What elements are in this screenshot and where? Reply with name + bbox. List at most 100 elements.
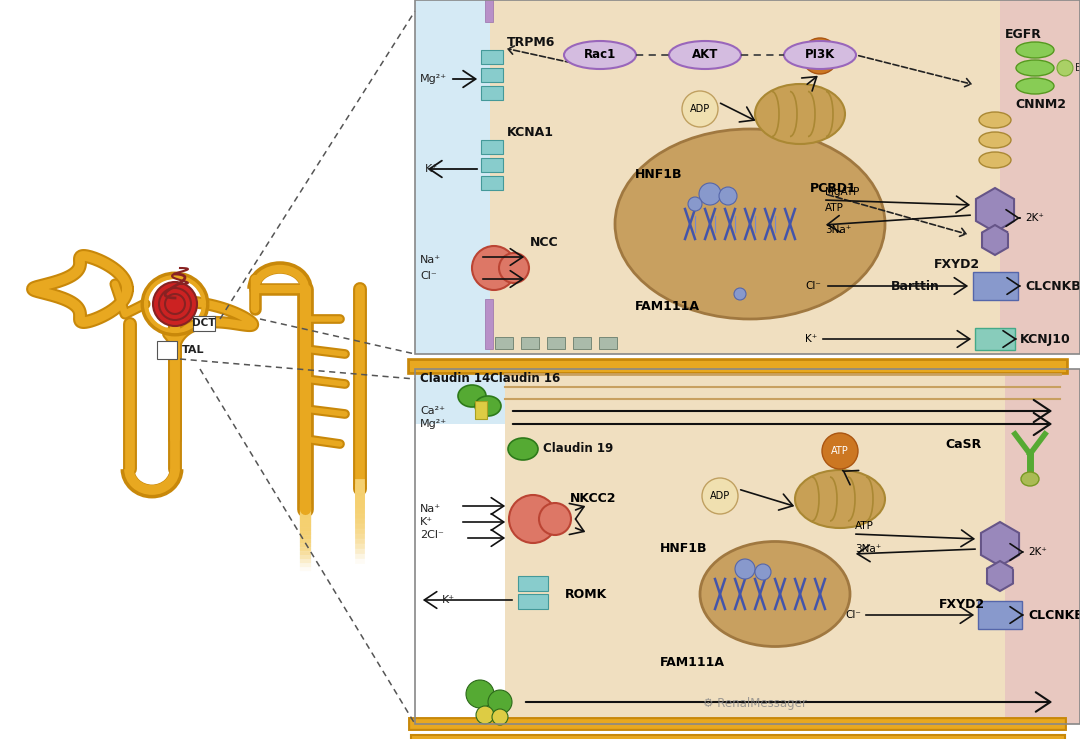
- Bar: [1005, 369, 1080, 724]
- Circle shape: [802, 38, 838, 74]
- Bar: [973, 272, 1018, 300]
- Ellipse shape: [475, 396, 501, 416]
- Ellipse shape: [1016, 42, 1054, 58]
- Bar: [415, 0, 1080, 354]
- Circle shape: [735, 559, 755, 579]
- Polygon shape: [987, 561, 1013, 591]
- Polygon shape: [982, 225, 1008, 255]
- Text: ADP: ADP: [710, 491, 730, 501]
- Text: Cl⁻: Cl⁻: [805, 281, 821, 291]
- Text: ATP: ATP: [825, 203, 843, 213]
- Circle shape: [719, 187, 737, 205]
- Text: K⁺: K⁺: [805, 334, 818, 344]
- Circle shape: [539, 503, 571, 535]
- Bar: [481, 158, 503, 172]
- Ellipse shape: [564, 41, 636, 69]
- Text: K⁺: K⁺: [420, 517, 433, 527]
- Ellipse shape: [615, 129, 885, 319]
- Text: CLCNKB/A: CLCNKB/A: [1028, 608, 1080, 621]
- Bar: [505, 374, 1005, 724]
- Text: ⚙ RenalMessager: ⚙ RenalMessager: [703, 698, 807, 710]
- Circle shape: [734, 288, 746, 300]
- Circle shape: [159, 288, 191, 320]
- Bar: [485, 299, 492, 349]
- Bar: [546, 337, 565, 349]
- Circle shape: [153, 282, 197, 326]
- Text: 2K⁺: 2K⁺: [1028, 547, 1047, 557]
- Polygon shape: [981, 522, 1020, 566]
- Text: Na⁺: Na⁺: [420, 504, 441, 514]
- Circle shape: [499, 253, 529, 283]
- Ellipse shape: [1016, 60, 1054, 76]
- Bar: [975, 328, 1015, 350]
- Text: ATP: ATP: [855, 521, 874, 531]
- Circle shape: [681, 91, 718, 127]
- Text: CLCNKB: CLCNKB: [1025, 279, 1080, 293]
- Text: EGF: EGF: [1075, 63, 1080, 73]
- Text: ADP: ADP: [690, 104, 711, 114]
- Text: Barttin: Barttin: [891, 279, 940, 293]
- Text: FXYD2: FXYD2: [934, 259, 980, 271]
- Circle shape: [822, 433, 858, 469]
- Ellipse shape: [978, 132, 1011, 148]
- Text: FAM111A: FAM111A: [660, 655, 725, 669]
- Bar: [157, 341, 177, 359]
- Text: Cl⁻: Cl⁻: [420, 271, 436, 281]
- Text: Mg²⁺: Mg²⁺: [420, 74, 447, 84]
- Ellipse shape: [1021, 472, 1039, 486]
- Bar: [415, 0, 1080, 10]
- Text: FAM111A: FAM111A: [635, 299, 700, 313]
- Bar: [485, 0, 492, 22]
- Circle shape: [1057, 60, 1074, 76]
- Text: AKT: AKT: [692, 49, 718, 61]
- Ellipse shape: [755, 84, 845, 144]
- Text: FXYD2: FXYD2: [939, 598, 985, 610]
- Bar: [415, 369, 1080, 724]
- Bar: [475, 401, 487, 419]
- Text: PI3K: PI3K: [805, 49, 835, 61]
- Text: CNNM2: CNNM2: [1015, 98, 1066, 112]
- Circle shape: [702, 478, 738, 514]
- Text: ATP: ATP: [832, 446, 849, 456]
- Text: Ca²⁺: Ca²⁺: [420, 406, 445, 416]
- Text: Rac1: Rac1: [584, 49, 616, 61]
- Bar: [415, 369, 1080, 424]
- Bar: [1000, 0, 1080, 354]
- Bar: [481, 68, 503, 82]
- Text: NCC: NCC: [530, 236, 558, 250]
- Circle shape: [165, 294, 185, 314]
- Text: TRPM6: TRPM6: [507, 36, 555, 50]
- Text: KCNJ10: KCNJ10: [1020, 333, 1070, 346]
- Text: Claudin 16: Claudin 16: [490, 372, 561, 386]
- Text: Claudin 19: Claudin 19: [543, 443, 613, 455]
- Circle shape: [472, 246, 516, 290]
- Text: DCT: DCT: [192, 318, 216, 328]
- Bar: [481, 50, 503, 64]
- Ellipse shape: [669, 41, 741, 69]
- Text: 2Cl⁻: 2Cl⁻: [420, 530, 444, 540]
- Text: Mg²⁺: Mg²⁺: [420, 419, 447, 429]
- Text: KCNA1: KCNA1: [507, 126, 554, 140]
- Text: Claudin 14: Claudin 14: [420, 372, 490, 386]
- Text: ROMK: ROMK: [565, 588, 607, 601]
- Circle shape: [476, 706, 494, 724]
- Bar: [518, 594, 548, 609]
- Bar: [193, 316, 215, 331]
- Bar: [978, 601, 1022, 629]
- Text: HNF1B: HNF1B: [660, 542, 707, 556]
- Text: NKCC2: NKCC2: [570, 492, 617, 505]
- Circle shape: [688, 197, 702, 211]
- Text: Cl⁻: Cl⁻: [845, 610, 861, 620]
- Text: 3Na⁺: 3Na⁺: [855, 544, 881, 554]
- Circle shape: [492, 709, 508, 725]
- Bar: [573, 337, 591, 349]
- Ellipse shape: [784, 41, 856, 69]
- Ellipse shape: [1016, 78, 1054, 94]
- Text: CaSR: CaSR: [945, 437, 982, 451]
- Ellipse shape: [508, 438, 538, 460]
- Bar: [599, 337, 617, 349]
- Text: PCBD1: PCBD1: [810, 183, 856, 196]
- Bar: [521, 337, 539, 349]
- Ellipse shape: [700, 542, 850, 647]
- Text: TAL: TAL: [183, 345, 204, 355]
